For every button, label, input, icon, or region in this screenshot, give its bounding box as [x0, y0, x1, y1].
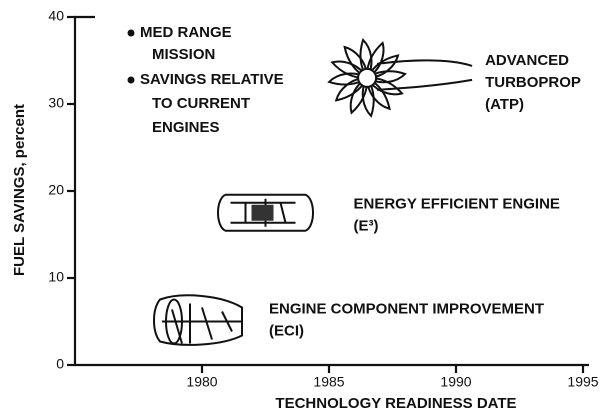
x-tick-label: 1980 — [186, 374, 217, 390]
y-axis-label: FUEL SAVINGS, percent — [11, 104, 28, 276]
y-tick-label: 30 — [48, 95, 64, 111]
core — [162, 304, 242, 344]
nacelle — [154, 295, 242, 345]
point-label: (ECI) — [269, 322, 304, 339]
engine-marker — [154, 295, 242, 345]
x-tick-label: 1995 — [567, 374, 598, 390]
y-tick-label: 0 — [56, 356, 64, 372]
point-label: ENERGY EFFICIENT ENGINE — [354, 196, 560, 213]
point-label: ADVANCED — [485, 52, 569, 69]
core-block — [252, 205, 274, 221]
note: TO CURRENT — [152, 95, 250, 112]
bullet — [128, 30, 135, 37]
x-tick-label: 1990 — [440, 374, 471, 390]
note: MISSION — [152, 46, 215, 63]
y-tick-label: 10 — [48, 269, 64, 285]
spinner — [358, 69, 376, 87]
note: ENGINES — [152, 119, 220, 136]
y-tick-label: 20 — [48, 182, 64, 198]
note: SAVINGS RELATIVE — [140, 71, 284, 88]
point-label: (E³) — [354, 218, 379, 235]
engine-marker — [218, 195, 313, 231]
bullet — [128, 77, 135, 84]
chart: TECHNOLOGY READINESS DATE FUEL SAVINGS, … — [0, 0, 604, 418]
y-tick-label: 40 — [48, 8, 64, 24]
x-axis-label: TECHNOLOGY READINESS DATE — [275, 395, 516, 412]
point-label: ENGINE COMPONENT IMPROVEMENT — [269, 300, 544, 317]
point-label: TURBOPROP — [485, 74, 581, 91]
point-label: (ATP) — [485, 96, 524, 113]
x-tick-label: 1985 — [313, 374, 344, 390]
note: MED RANGE — [140, 24, 232, 41]
engine-marker — [329, 40, 472, 116]
nacelle — [377, 60, 472, 90]
